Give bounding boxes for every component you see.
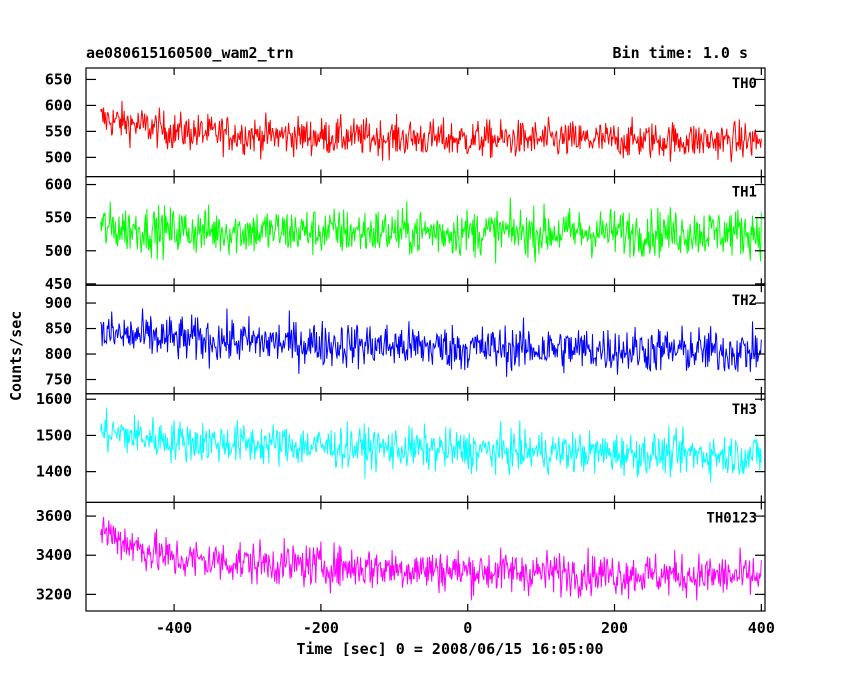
panel-frame (85, 67, 766, 178)
y-tick-label: 900 (45, 294, 72, 312)
series-line-th1 (100, 197, 762, 264)
y-tick-label: 1400 (36, 463, 72, 481)
x-tick-label: 0 (463, 619, 472, 637)
panel-label-th0: TH0 (732, 76, 757, 92)
panel-label-th0123: TH0123 (706, 510, 757, 526)
panel-frame (85, 393, 766, 503)
series-line-th0123 (100, 516, 762, 601)
series-line-th3 (100, 408, 762, 483)
series-line-th2 (100, 308, 762, 377)
bin-time-label: Bin time: 1.0 s (612, 44, 748, 62)
y-tick-label: 500 (45, 148, 72, 166)
y-tick-label: 3400 (36, 546, 72, 564)
y-tick-label: 3200 (36, 585, 72, 603)
y-tick-label: 1500 (36, 426, 72, 444)
y-tick-label: 1600 (36, 390, 72, 408)
y-tick-label: 500 (45, 242, 72, 260)
x-tick-label: -400 (156, 619, 192, 637)
y-tick-label: 600 (45, 96, 72, 114)
x-axis-label: Time [sec] 0 = 2008/06/15 16:05:00 (296, 640, 604, 658)
y-tick-label: 600 (45, 176, 72, 194)
y-tick-label: 750 (45, 371, 72, 389)
y-tick-label: 850 (45, 320, 72, 338)
y-tick-label: 550 (45, 209, 72, 227)
panel-label-th3: TH3 (732, 402, 757, 418)
y-tick-label: 800 (45, 345, 72, 363)
x-tick-label: -200 (303, 619, 339, 637)
y-tick-label: 650 (45, 70, 72, 88)
panel-frame (85, 501, 766, 612)
y-tick-label: 550 (45, 122, 72, 140)
series-line-th0 (100, 100, 762, 163)
chart-title: ae080615160500_wam2_trn (86, 44, 294, 62)
y-tick-label: 3600 (36, 507, 72, 525)
y-tick-label: 450 (45, 275, 72, 293)
x-tick-label: 400 (748, 619, 775, 637)
x-tick-label: 200 (601, 619, 628, 637)
panel-label-th2: TH2 (732, 293, 757, 309)
panel-label-th1: TH1 (732, 185, 757, 201)
